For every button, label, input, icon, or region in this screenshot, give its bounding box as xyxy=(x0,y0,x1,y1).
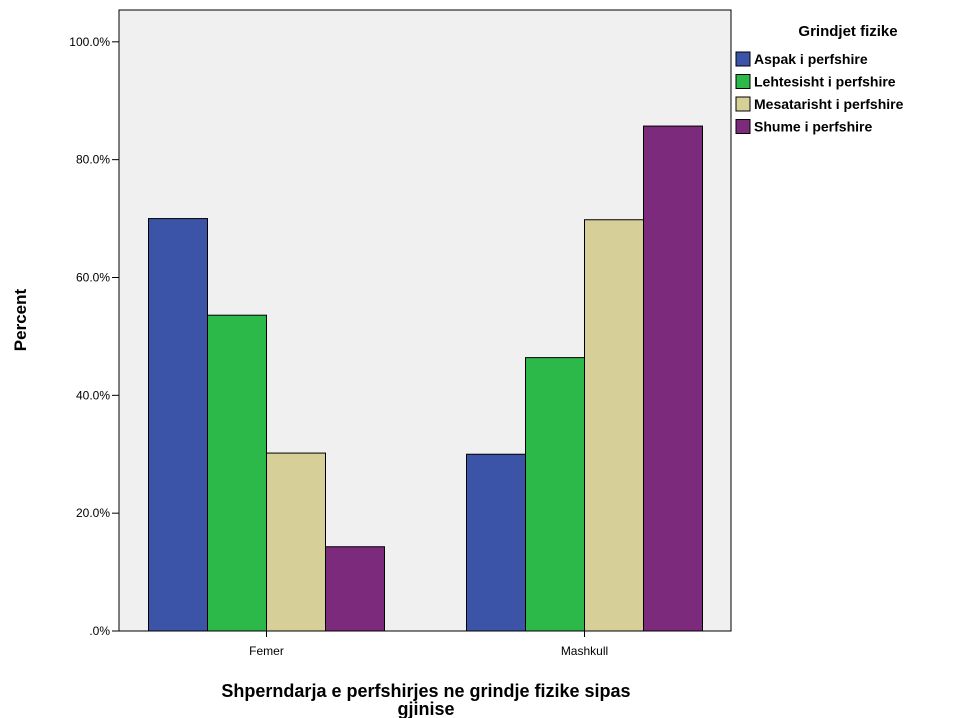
legend-swatch xyxy=(735,51,751,67)
y-tick-label: 80.0% xyxy=(76,153,110,167)
bar-mashkull-series-4 xyxy=(643,125,703,632)
x-axis-title-line-2: gjinise xyxy=(397,699,454,718)
y-tick-label: 20.0% xyxy=(76,506,110,520)
bar-mashkull-series-2 xyxy=(525,357,585,632)
legend-swatch xyxy=(735,74,751,89)
bar-femer-series-1 xyxy=(148,218,208,632)
bar-femer-series-4 xyxy=(325,546,385,632)
bars-group xyxy=(148,125,703,632)
legend-label: Lehtesisht i perfshire xyxy=(754,74,896,90)
legend-label: Aspak i perfshire xyxy=(754,51,868,67)
x-axis-title-line-1: Shperndarja e perfshirjes ne grindje fiz… xyxy=(221,681,630,701)
x-tick-label: Femer xyxy=(249,644,284,658)
legend: Aspak i perfshire Lehtesisht i perfshire M… xyxy=(735,51,904,135)
bar-mashkull-series-3 xyxy=(584,219,644,632)
bar-mashkull-series-1 xyxy=(466,453,526,632)
x-axis-ticks: Femer Mashkull xyxy=(249,631,608,658)
legend-swatch xyxy=(735,119,751,134)
y-tick-label: 60.0% xyxy=(76,270,110,284)
legend-title: Grindjet fizike xyxy=(798,23,897,40)
x-tick-label: Mashkull xyxy=(561,644,608,658)
legend-label: Mesatarisht i perfshire xyxy=(754,96,904,112)
bar-femer-series-3 xyxy=(266,452,326,632)
y-tick-label: 40.0% xyxy=(76,388,110,402)
y-tick-label: .0% xyxy=(89,624,110,638)
y-axis-title: Percent xyxy=(11,288,30,351)
y-axis-ticks: .0% 20.0% 40.0% 60.0% 80.0% 100.0% xyxy=(69,35,119,638)
y-tick-label: 100.0% xyxy=(69,35,110,49)
bar-femer-series-2 xyxy=(207,314,267,632)
legend-swatch xyxy=(735,96,751,112)
legend-label: Shume i perfshire xyxy=(754,119,872,135)
